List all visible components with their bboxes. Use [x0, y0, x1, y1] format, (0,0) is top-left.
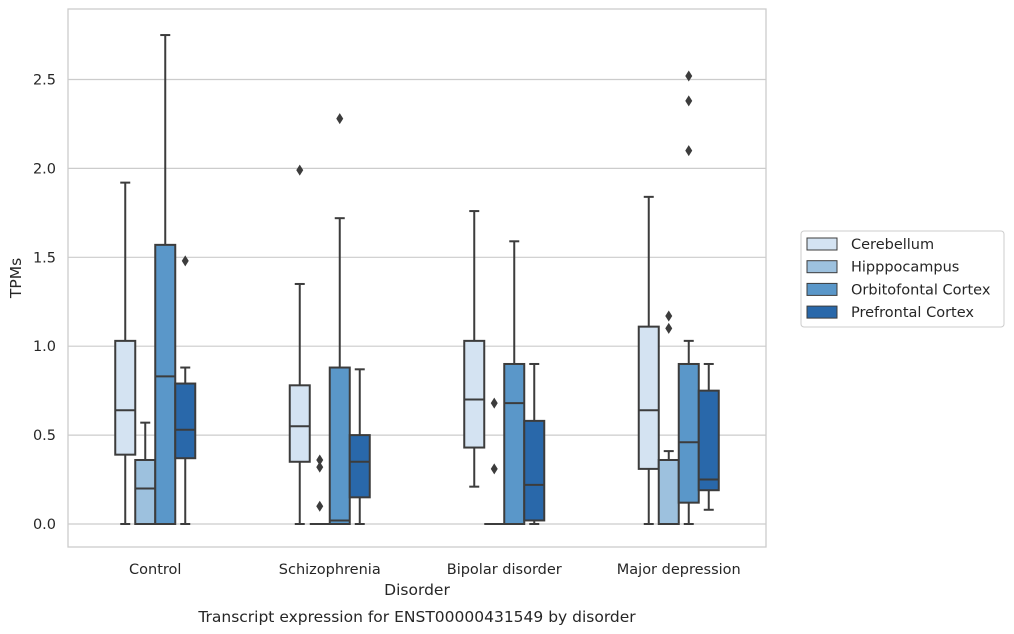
outlier-point — [685, 145, 693, 157]
x-tick-label: Control — [129, 562, 181, 578]
outlier-point — [316, 461, 324, 473]
box-group — [174, 255, 197, 525]
box-group — [697, 362, 720, 511]
y-tick-label: 0.5 — [33, 428, 56, 444]
legend: Cerebellum Hipppocampus Orbitofontal Corte… — [800, 230, 1005, 328]
outlier-point — [296, 164, 304, 176]
legend-label: Orbitofontal Cortex — [851, 282, 991, 298]
outlier-point — [336, 113, 344, 125]
x-tick-label: Schizophrenia — [279, 562, 381, 578]
y-tick-label: 2.0 — [33, 161, 56, 177]
outlier-point — [685, 70, 693, 82]
legend-swatch — [806, 260, 838, 274]
box — [697, 389, 720, 492]
box — [348, 434, 371, 499]
box — [677, 362, 700, 504]
box — [503, 362, 526, 526]
box — [114, 339, 137, 456]
legend-label: Cerebellum — [851, 237, 934, 253]
box-group — [463, 210, 486, 488]
box — [463, 339, 486, 449]
outlier-point — [665, 322, 673, 334]
chart-caption: Transcript expression for ENST0000043154… — [197, 608, 636, 626]
x-tick-label: Bipolar disorder — [447, 562, 562, 578]
box-group — [523, 362, 546, 525]
outlier-point — [181, 255, 189, 267]
plot-frame — [67, 8, 767, 548]
legend-label: Prefrontal Cortex — [851, 305, 974, 321]
outlier-point — [665, 310, 673, 322]
y-axis-title: TPMs — [7, 258, 25, 299]
outlier-point — [490, 463, 498, 475]
y-tick-label: 2.5 — [33, 73, 56, 89]
box — [523, 419, 546, 522]
y-tick-label: 1.0 — [33, 339, 56, 355]
legend-label: Hipppocampus — [851, 260, 959, 276]
legend-swatch — [806, 282, 838, 296]
box — [288, 384, 311, 463]
legend-swatch — [806, 237, 838, 251]
legend-frame — [800, 230, 1005, 328]
box-group — [114, 181, 137, 525]
y-tick-label: 1.5 — [33, 250, 56, 266]
box-group — [637, 195, 660, 525]
x-tick-labels: Control Schizophrenia Bipolar disorder Majo… — [129, 562, 741, 578]
box-group — [348, 368, 371, 525]
y-tick-labels: 0.0 0.5 1.0 1.5 2.0 2.5 — [33, 73, 56, 534]
box-group — [484, 397, 505, 525]
box — [134, 458, 157, 526]
box — [154, 243, 177, 525]
x-axis-title: Disorder — [384, 581, 450, 599]
y-tick-label: 0.0 — [33, 517, 56, 533]
outlier-point — [316, 500, 324, 512]
box-group — [288, 164, 311, 525]
box — [657, 458, 680, 526]
box-group — [309, 454, 330, 525]
box-group — [328, 113, 351, 526]
outlier-point — [316, 454, 324, 466]
box — [174, 382, 197, 460]
outlier-point — [685, 95, 693, 107]
box — [637, 325, 660, 470]
box — [328, 366, 351, 526]
x-tick-label: Major depression — [617, 562, 741, 578]
legend-swatch — [806, 305, 838, 319]
boxes-layer — [114, 34, 720, 526]
outlier-point — [490, 397, 498, 409]
